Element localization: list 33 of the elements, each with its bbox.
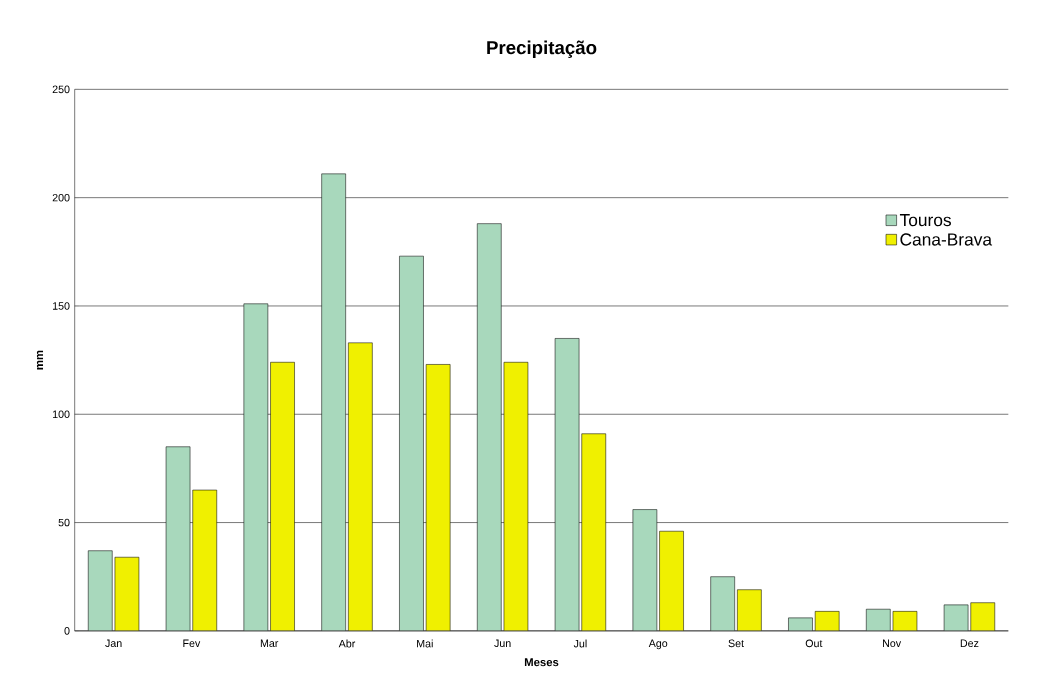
bar — [192, 489, 218, 631]
bar — [659, 530, 684, 631]
bar — [270, 361, 295, 631]
y-tick-label: 250 — [52, 85, 70, 94]
bar — [348, 342, 373, 631]
x-tick-label: Mai — [417, 639, 433, 648]
y-tick-label: 100 — [52, 410, 70, 418]
bar — [114, 556, 140, 631]
x-tick-label: Mar — [260, 639, 279, 647]
y-axis-title: mm — [36, 350, 44, 370]
legend-label: Cana-Brava — [900, 233, 993, 246]
chart-title: Precipitação — [487, 40, 597, 58]
x-tick-label: Jan — [105, 639, 122, 647]
x-tick-label: Jul — [573, 639, 587, 648]
y-tick-label: 150 — [52, 302, 70, 310]
x-tick-label: Fev — [183, 639, 201, 647]
x-tick-label: Jun — [494, 639, 511, 647]
x-tick-label: Out — [805, 639, 823, 648]
x-tick-label: Dez — [960, 639, 979, 647]
bar — [737, 589, 762, 631]
x-axis-title: Meses — [524, 658, 559, 667]
y-tick-label: 200 — [52, 193, 70, 202]
bar — [425, 364, 451, 631]
x-tick-label: Set — [728, 639, 744, 648]
y-tick-label: 0 — [64, 626, 70, 635]
bar — [503, 361, 529, 631]
bar — [970, 602, 996, 631]
x-tick-label: Abr — [338, 639, 356, 648]
x-tick-label: Nov — [883, 639, 902, 647]
y-tick-label: 50 — [58, 518, 70, 527]
legend-label: Touros — [899, 213, 951, 227]
x-tick-label: Ago — [648, 639, 668, 650]
bar — [581, 433, 607, 631]
